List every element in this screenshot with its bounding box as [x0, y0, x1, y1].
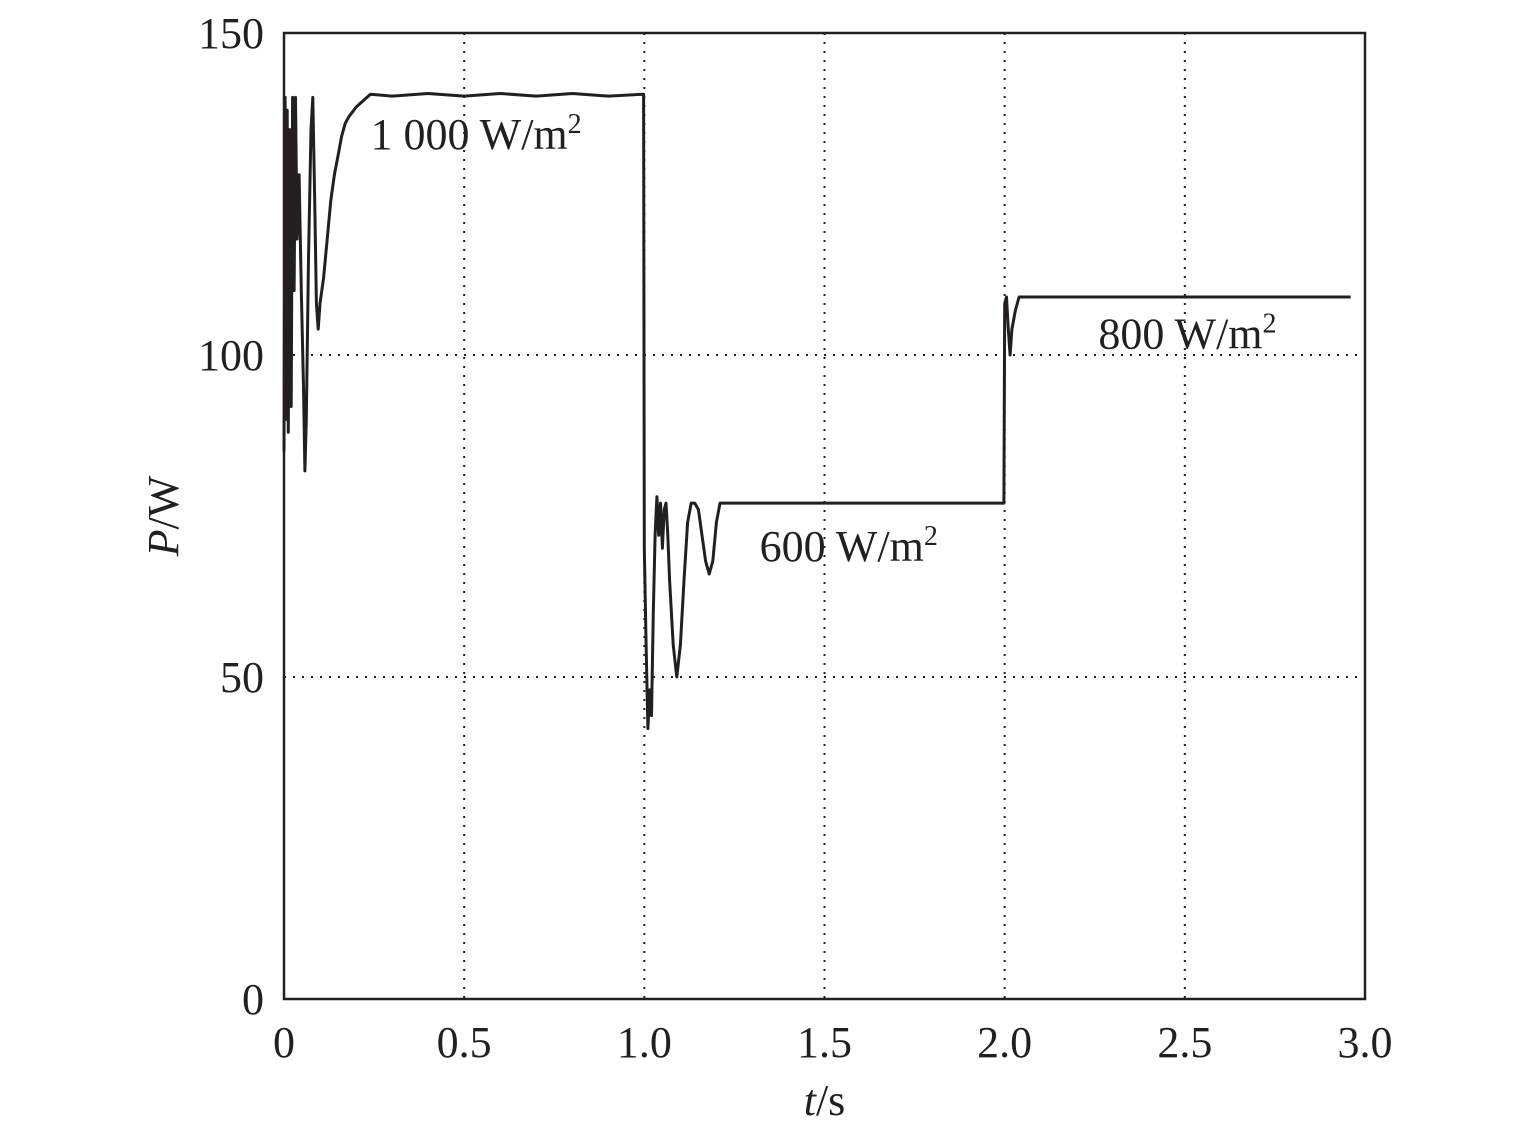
irradiance-annotation: 1 000 W/m2: [370, 109, 581, 159]
x-tick-labels: 0 0.5 1.0 1.5 2.0 2.5 3.0: [273, 1018, 1393, 1067]
y-tick-label: 150: [198, 9, 264, 58]
plot-frame: [282, 31, 1367, 1001]
x-tick-label: 0.5: [437, 1018, 492, 1067]
irradiance-annotation: 800 W/m2: [1098, 309, 1276, 359]
x-axis-label-unit: /s: [816, 1076, 845, 1125]
annotation-superscript: 2: [568, 109, 582, 140]
y-axis-label-unit: /W: [139, 475, 188, 529]
x-tick-label: 1.5: [797, 1018, 852, 1067]
y-tick-label: 100: [198, 331, 264, 380]
x-axis-label: t/s: [804, 1076, 846, 1125]
x-tick-label: 3.0: [1338, 1018, 1393, 1067]
series-line: [282, 92, 1351, 730]
x-tick-label: 0: [273, 1018, 295, 1067]
x-tick-label: 1.0: [617, 1018, 672, 1067]
annotation-superscript: 2: [1263, 309, 1277, 340]
irradiance-annotation: 600 W/m2: [760, 521, 938, 571]
annotation-text: 600 W/m: [760, 522, 924, 571]
x-tick-label: 2.0: [977, 1018, 1032, 1067]
x-tick-label: 2.5: [1157, 1018, 1212, 1067]
annotation-text: 1 000 W/m: [370, 110, 567, 159]
y-tick-label: 0: [242, 975, 264, 1024]
y-axis-label: P/W: [139, 475, 188, 557]
y-tick-label: 50: [220, 653, 264, 702]
x-axis-label-var: t: [804, 1076, 818, 1125]
grid-lines: [284, 33, 1365, 999]
y-tick-labels: 0 50 100 150: [198, 9, 264, 1024]
series-group: [282, 92, 1351, 730]
annotation-text: 800 W/m: [1098, 310, 1262, 359]
annotation-superscript: 2: [924, 521, 938, 552]
y-axis-label-var: P: [139, 529, 188, 557]
